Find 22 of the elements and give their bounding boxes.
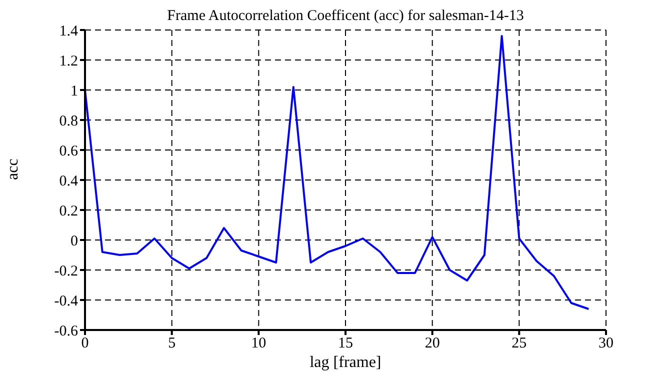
y-tick-label: 0 — [70, 233, 78, 250]
chart-title: Frame Autocorrelation Coefficent (acc) for salesman-14-13 — [166, 8, 525, 25]
y-tick-label: 0.8 — [59, 113, 78, 130]
y-tick-label: 0.4 — [59, 173, 78, 190]
y-tick-label: 0.6 — [59, 143, 78, 160]
x-tick-label: 15 — [338, 336, 353, 352]
x-axis-title: lag [frame] — [308, 354, 382, 372]
y-tick-label: -0.2 — [54, 263, 78, 280]
y-tick-label: -0.4 — [54, 293, 78, 310]
y-tick-label: 1.2 — [59, 53, 78, 70]
x-tick-label: 25 — [512, 336, 527, 352]
x-tick-label: 0 — [81, 336, 89, 352]
y-tick-label: -0.6 — [54, 323, 78, 340]
x-tick-label: 30 — [598, 336, 614, 352]
x-tick-label: 10 — [251, 336, 266, 352]
x-tick-label: 20 — [424, 336, 440, 352]
y-tick-label: 1 — [70, 83, 78, 100]
y-axis-title: acc — [4, 158, 22, 180]
y-tick-label: 1.4 — [59, 23, 78, 40]
y-tick-label: 0.2 — [59, 203, 78, 220]
x-tick-label: 5 — [168, 336, 176, 352]
line-series — [85, 35, 590, 310]
